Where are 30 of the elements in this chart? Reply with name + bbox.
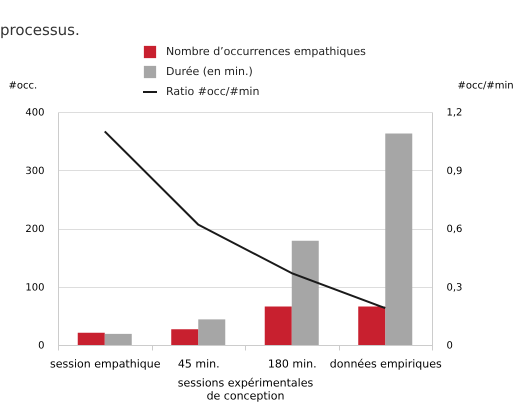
- bar: [198, 319, 226, 345]
- bar: [104, 334, 132, 345]
- y-tick-label: 400: [25, 108, 44, 118]
- y-tick-label: 300: [25, 166, 44, 177]
- y2-tick-label: 0: [446, 340, 453, 352]
- legend-label: Durée (en min.): [166, 65, 253, 78]
- legend-label: Ratio #occ/#min: [166, 85, 260, 98]
- text: processus.: [0, 21, 80, 39]
- y2-axis-title: #occ/#min: [458, 80, 514, 92]
- x-tick-label: 45 min.: [178, 358, 220, 370]
- x-axis-title: sessions expérimentales de conception: [178, 376, 314, 402]
- y-axis-title: #occ.: [8, 80, 38, 92]
- legend-label: Nombre d’occurrences empathiques: [166, 45, 366, 58]
- y2-tick-label: 0,3: [446, 282, 462, 294]
- y-tick-label: 100: [25, 282, 44, 294]
- y2-tick-label: 1,2: [446, 108, 462, 118]
- y-tick-label: 0: [38, 340, 44, 352]
- y2-tick-label: 0,6: [446, 224, 462, 235]
- x-tick-label: données empiriques: [330, 358, 442, 370]
- y-tick-label: 200: [25, 224, 44, 235]
- y2-tick-label: 0,9: [446, 166, 462, 177]
- bar: [264, 306, 292, 345]
- line-series: [104, 130, 386, 310]
- bar: [385, 134, 412, 345]
- x-tick-label: session empathique: [50, 358, 161, 370]
- bar: [292, 240, 319, 345]
- x-tick-label: 180 min.: [268, 358, 317, 370]
- bar: [78, 332, 105, 345]
- bar: [171, 329, 198, 345]
- bar: [358, 306, 386, 345]
